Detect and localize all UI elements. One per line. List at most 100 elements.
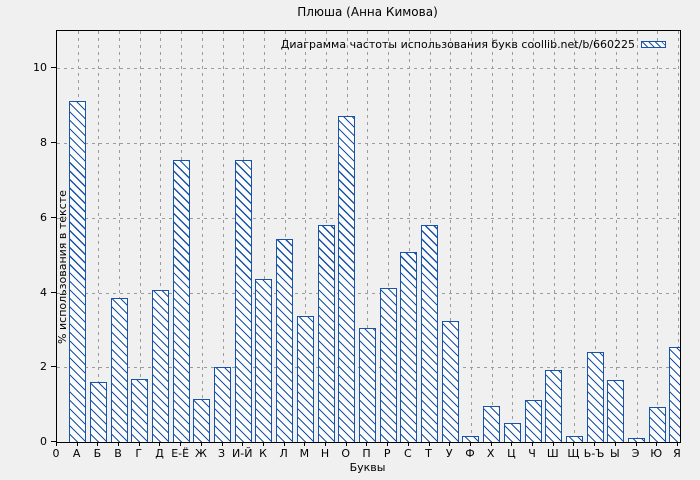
x-tick-mark — [262, 442, 264, 446]
x-tick-mark — [511, 442, 513, 446]
plot-clip-region — [57, 31, 680, 442]
bar — [524, 399, 542, 442]
bar — [503, 423, 521, 442]
bar — [669, 347, 680, 442]
x-tick-label: И-Й — [232, 447, 253, 460]
x-tick-mark — [221, 442, 223, 446]
x-tick-mark — [76, 442, 78, 446]
gridline-vertical — [574, 31, 576, 442]
x-tick-mark — [676, 442, 678, 446]
bar — [545, 369, 563, 442]
bar — [358, 328, 376, 442]
x-tick-label: Ь-Ъ — [583, 447, 605, 460]
gridline-vertical — [284, 31, 286, 442]
gridline-vertical — [388, 31, 390, 442]
x-tick-label: А — [72, 447, 81, 460]
gridline-vertical — [512, 31, 514, 442]
bar — [172, 159, 190, 442]
x-tick-label: Л — [279, 447, 288, 460]
gridline-vertical — [139, 31, 141, 442]
x-tick-label: Ю — [650, 447, 663, 460]
bar — [276, 238, 294, 442]
x-tick-label: М — [299, 447, 310, 460]
gridline-vertical — [491, 31, 493, 442]
x-tick-label: Э — [631, 447, 640, 460]
y-tick-label: 2 — [40, 360, 47, 374]
y-tick-label: 8 — [40, 136, 47, 150]
x-tick-mark — [552, 442, 554, 446]
bar — [586, 351, 604, 442]
y-tick-mark — [51, 441, 56, 442]
x-tick-label: Н — [320, 447, 330, 460]
x-tick-mark — [345, 442, 347, 446]
x-tick-label: Ф — [465, 447, 475, 460]
y-axis-title: % использования в тексте — [56, 190, 69, 344]
y-tick-label: 6 — [40, 210, 47, 224]
bar — [255, 278, 273, 442]
y-tick-label: 4 — [40, 285, 47, 299]
x-tick-label: В — [114, 447, 122, 460]
x-tick-mark — [242, 442, 244, 446]
x-tick-mark — [656, 442, 658, 446]
bar — [462, 436, 480, 442]
x-axis-title: Буквы — [349, 461, 386, 474]
gridline-vertical — [595, 31, 597, 442]
x-tick-label: Т — [425, 447, 432, 460]
x-tick-label: Р — [383, 447, 391, 460]
bar — [89, 381, 107, 442]
x-tick-label: Ы — [609, 447, 620, 460]
x-tick-mark — [532, 442, 534, 446]
chart-title: Плюша (Анна Кимова) — [297, 5, 438, 19]
x-tick-mark — [366, 442, 368, 446]
bar — [69, 101, 87, 442]
x-tick-label: П — [362, 447, 371, 460]
x-tick-mark — [118, 442, 120, 446]
y-tick-mark — [51, 366, 56, 368]
bar — [131, 379, 149, 442]
legend-label: Диаграмма частоты использования букв coo… — [280, 38, 635, 51]
legend: Диаграмма частоты использования букв coo… — [281, 38, 666, 51]
bar — [565, 436, 583, 442]
x-tick-label: 0 — [52, 447, 60, 460]
gridline-vertical — [367, 31, 369, 442]
y-tick-mark — [51, 67, 56, 69]
x-tick-mark — [387, 442, 389, 446]
x-tick-label: К — [259, 447, 267, 460]
bar — [234, 159, 252, 442]
x-tick-mark — [304, 442, 306, 446]
x-tick-label: Щ — [567, 447, 580, 460]
y-tick-mark — [51, 291, 56, 293]
x-tick-mark — [407, 442, 409, 446]
x-tick-mark — [180, 442, 182, 446]
y-tick-label: 10 — [33, 61, 47, 75]
gridline-vertical — [636, 31, 638, 442]
x-tick-mark — [594, 442, 596, 446]
bar — [151, 289, 169, 442]
x-tick-mark — [573, 442, 575, 446]
bar — [628, 438, 646, 442]
gridline-vertical — [160, 31, 162, 442]
x-tick-mark — [283, 442, 285, 446]
x-tick-label: Х — [486, 447, 495, 460]
x-tick-label: З — [218, 447, 226, 460]
legend-hatched-swatch-icon — [641, 41, 666, 48]
gridline-vertical — [657, 31, 659, 442]
x-tick-mark — [138, 442, 140, 446]
gridline-vertical — [470, 31, 472, 442]
x-tick-label: Ц — [507, 447, 516, 460]
x-tick-label: Ж — [194, 447, 207, 460]
x-tick-mark — [490, 442, 492, 446]
gridline-horizontal — [57, 292, 680, 294]
x-tick-label: У — [445, 447, 453, 460]
x-tick-mark — [428, 442, 430, 446]
gridline-vertical — [201, 31, 203, 442]
gridline-vertical — [450, 31, 452, 442]
y-tick-mark — [51, 142, 56, 144]
bar — [379, 287, 397, 442]
bar — [607, 379, 625, 442]
x-tick-label: Ч — [528, 447, 536, 460]
gridline-vertical — [408, 31, 410, 442]
bar — [421, 225, 439, 442]
x-tick-mark — [449, 442, 451, 446]
